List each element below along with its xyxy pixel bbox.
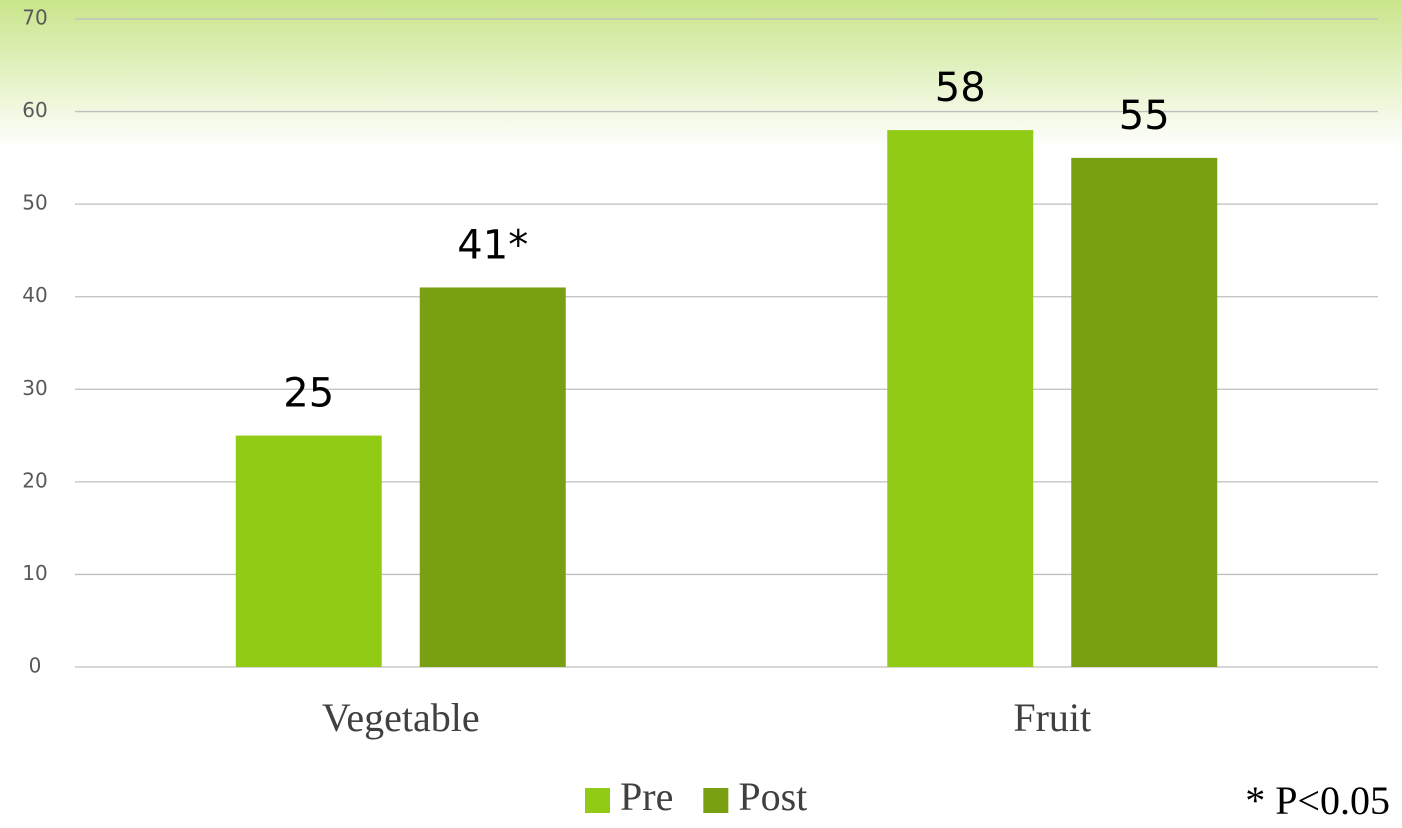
x-tick-label: Fruit <box>1013 695 1091 740</box>
y-tick-label: 30 <box>22 376 47 400</box>
legend-swatch <box>703 788 729 813</box>
bar <box>235 435 382 667</box>
y-tick-label: 60 <box>22 98 47 122</box>
data-label: 25 <box>283 371 334 417</box>
legend-swatch <box>585 788 610 813</box>
legend-label: Post <box>738 774 807 819</box>
y-tick-label: 50 <box>22 191 47 215</box>
y-tick-label: 0 <box>29 654 42 678</box>
y-tick-label: 40 <box>22 283 47 307</box>
data-label: 55 <box>1119 93 1170 139</box>
legend-label: Pre <box>620 774 673 819</box>
annotation: * P<0.05 <box>1245 778 1390 823</box>
y-tick-label: 20 <box>22 468 47 492</box>
bar <box>419 287 566 667</box>
data-label: 41* <box>457 222 528 268</box>
bar <box>1071 157 1218 667</box>
x-tick-label: Vegetable <box>322 695 480 740</box>
data-label: 58 <box>935 65 986 111</box>
y-tick-label: 70 <box>22 6 47 30</box>
y-tick-label: 10 <box>22 561 47 585</box>
bar <box>887 130 1034 668</box>
